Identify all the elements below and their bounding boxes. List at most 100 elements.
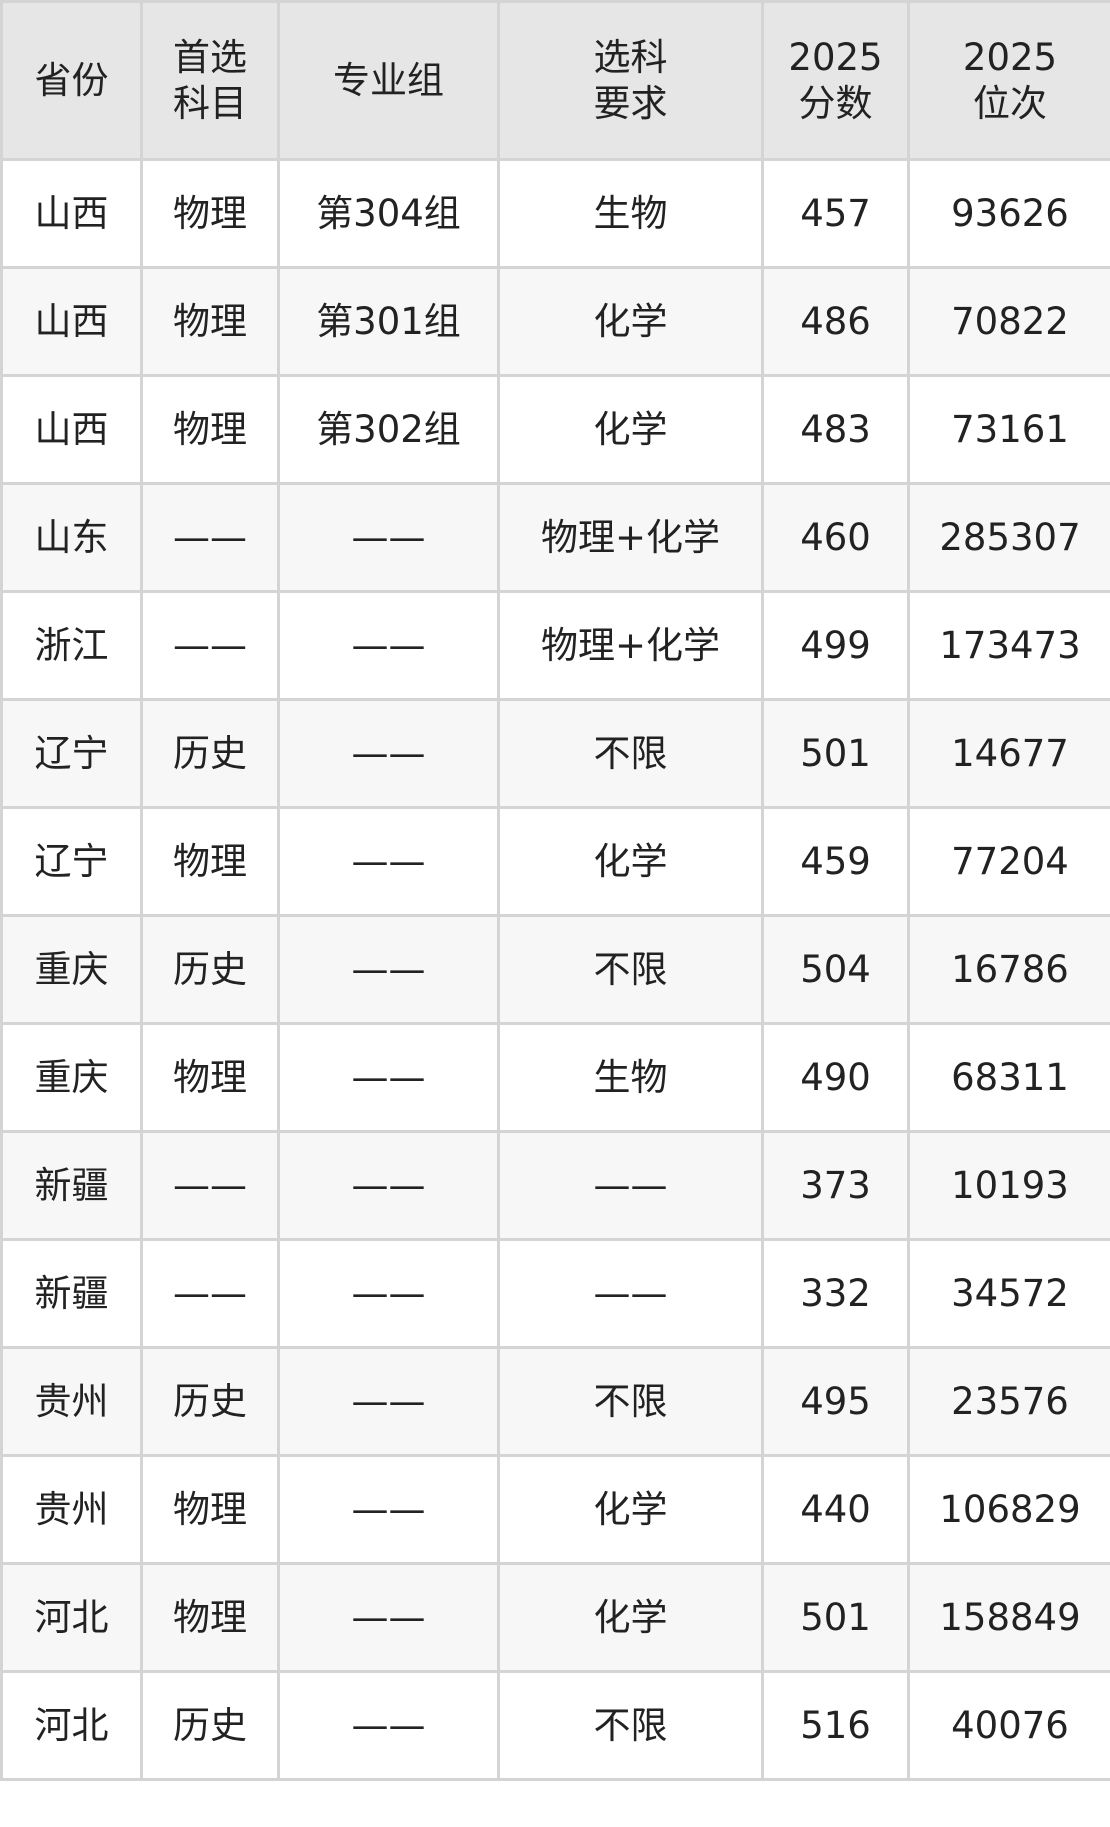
cell-major-group: 第302组 (277, 374, 500, 485)
cell-major-group: —— (277, 698, 500, 809)
table-row: 新疆 —— —— —— 373 10193 (0, 1130, 1110, 1241)
cell-subject-requirement: 不限 (497, 698, 764, 809)
table-row: 辽宁 物理 —— 化学 459 77204 (0, 806, 1110, 917)
cell-major-group: —— (277, 1022, 500, 1133)
cell-province: 贵州 (0, 1346, 143, 1457)
cell-province: 山西 (0, 266, 143, 377)
cell-rank: 68311 (907, 1022, 1110, 1133)
cell-major-group: —— (277, 1238, 500, 1349)
cell-province: 辽宁 (0, 806, 143, 917)
cell-major-group: —— (277, 1670, 500, 1781)
cell-province: 山西 (0, 374, 143, 485)
table-row: 重庆 历史 —— 不限 504 16786 (0, 914, 1110, 1025)
cell-province: 新疆 (0, 1238, 143, 1349)
table-row: 河北 历史 —— 不限 516 40076 (0, 1670, 1110, 1781)
cell-score: 490 (761, 1022, 910, 1133)
cell-first-subject: —— (140, 482, 280, 593)
admission-score-table: 省份 首选 科目 专业组 选科 要求 2025 分数 2025 位次 山西 物理第… (0, 0, 1110, 1781)
cell-subject-requirement: 不限 (497, 1670, 764, 1781)
cell-province: 浙江 (0, 590, 143, 701)
cell-province: 河北 (0, 1670, 143, 1781)
cell-subject-requirement: 物理+化学 (497, 590, 764, 701)
cell-rank: 106829 (907, 1454, 1110, 1565)
cell-score: 504 (761, 914, 910, 1025)
cell-first-subject: —— (140, 1238, 280, 1349)
cell-major-group: —— (277, 914, 500, 1025)
cell-subject-requirement: 不限 (497, 914, 764, 1025)
cell-major-group: —— (277, 482, 500, 593)
cell-province: 新疆 (0, 1130, 143, 1241)
cell-score: 501 (761, 1562, 910, 1673)
table-row: 山西 物理 第302组 化学 483 73161 (0, 374, 1110, 485)
cell-major-group: —— (277, 1130, 500, 1241)
cell-rank: 70822 (907, 266, 1110, 377)
cell-rank: 173473 (907, 590, 1110, 701)
cell-major-group: —— (277, 590, 500, 701)
header-first-subject: 首选 科目 (140, 0, 280, 161)
header-major-group: 专业组 (277, 0, 500, 161)
cell-province: 山西 (0, 158, 143, 269)
cell-score: 373 (761, 1130, 910, 1241)
cell-first-subject: 历史 (140, 914, 280, 1025)
cell-first-subject: 物理 (140, 266, 280, 377)
cell-rank: 93626 (907, 158, 1110, 269)
cell-rank: 16786 (907, 914, 1110, 1025)
cell-province: 重庆 (0, 914, 143, 1025)
cell-rank: 73161 (907, 374, 1110, 485)
cell-subject-requirement: —— (497, 1130, 764, 1241)
cell-first-subject: 历史 (140, 1346, 280, 1457)
table-row: 贵州 历史 —— 不限 495 23576 (0, 1346, 1110, 1457)
table-row: 重庆 物理 —— 生物 490 68311 (0, 1022, 1110, 1133)
cell-rank: 23576 (907, 1346, 1110, 1457)
cell-score: 499 (761, 590, 910, 701)
cell-rank: 285307 (907, 482, 1110, 593)
cell-subject-requirement: 化学 (497, 374, 764, 485)
cell-province: 重庆 (0, 1022, 143, 1133)
cell-first-subject: —— (140, 1130, 280, 1241)
cell-score: 332 (761, 1238, 910, 1349)
table-row: 浙江 —— —— 物理+化学 499 173473 (0, 590, 1110, 701)
cell-rank: 34572 (907, 1238, 1110, 1349)
cell-first-subject: 物理 (140, 1022, 280, 1133)
cell-first-subject: 物理 (140, 1562, 280, 1673)
cell-subject-requirement: 化学 (497, 806, 764, 917)
cell-score: 516 (761, 1670, 910, 1781)
cell-score: 460 (761, 482, 910, 593)
cell-province: 辽宁 (0, 698, 143, 809)
cell-province: 贵州 (0, 1454, 143, 1565)
cell-subject-requirement: 不限 (497, 1346, 764, 1457)
table-row: 山东 —— —— 物理+化学 460 285307 (0, 482, 1110, 593)
cell-score: 459 (761, 806, 910, 917)
cell-first-subject: 物理 (140, 806, 280, 917)
cell-first-subject: 物理 (140, 1454, 280, 1565)
table-row: 新疆 —— —— —— 332 34572 (0, 1238, 1110, 1349)
cell-first-subject: 历史 (140, 1670, 280, 1781)
cell-subject-requirement: 生物 (497, 1022, 764, 1133)
cell-subject-requirement: 化学 (497, 1454, 764, 1565)
table-row: 贵州 物理 —— 化学 440 106829 (0, 1454, 1110, 1565)
cell-subject-requirement: 物理+化学 (497, 482, 764, 593)
table-row: 辽宁 历史 —— 不限 501 14677 (0, 698, 1110, 809)
cell-rank: 14677 (907, 698, 1110, 809)
table-row: 山西 物理 第304组 生物 457 93626 (0, 158, 1110, 269)
cell-province: 山东 (0, 482, 143, 593)
cell-province: 河北 (0, 1562, 143, 1673)
cell-score: 483 (761, 374, 910, 485)
header-score: 2025 分数 (761, 0, 910, 161)
cell-first-subject: 历史 (140, 698, 280, 809)
header-province: 省份 (0, 0, 143, 161)
cell-subject-requirement: 化学 (497, 266, 764, 377)
cell-score: 440 (761, 1454, 910, 1565)
cell-score: 486 (761, 266, 910, 377)
header-rank: 2025 位次 (907, 0, 1110, 161)
cell-score: 495 (761, 1346, 910, 1457)
header-row: 省份 首选 科目 专业组 选科 要求 2025 分数 2025 位次 (0, 0, 1110, 161)
cell-subject-requirement: 化学 (497, 1562, 764, 1673)
table-row: 河北 物理 —— 化学 501 158849 (0, 1562, 1110, 1673)
table-row: 山西 物理 第301组 化学 486 70822 (0, 266, 1110, 377)
cell-subject-requirement: —— (497, 1238, 764, 1349)
header-subject-requirement: 选科 要求 (497, 0, 764, 161)
cell-major-group: 第301组 (277, 266, 500, 377)
cell-major-group: —— (277, 1346, 500, 1457)
cell-first-subject: —— (140, 590, 280, 701)
